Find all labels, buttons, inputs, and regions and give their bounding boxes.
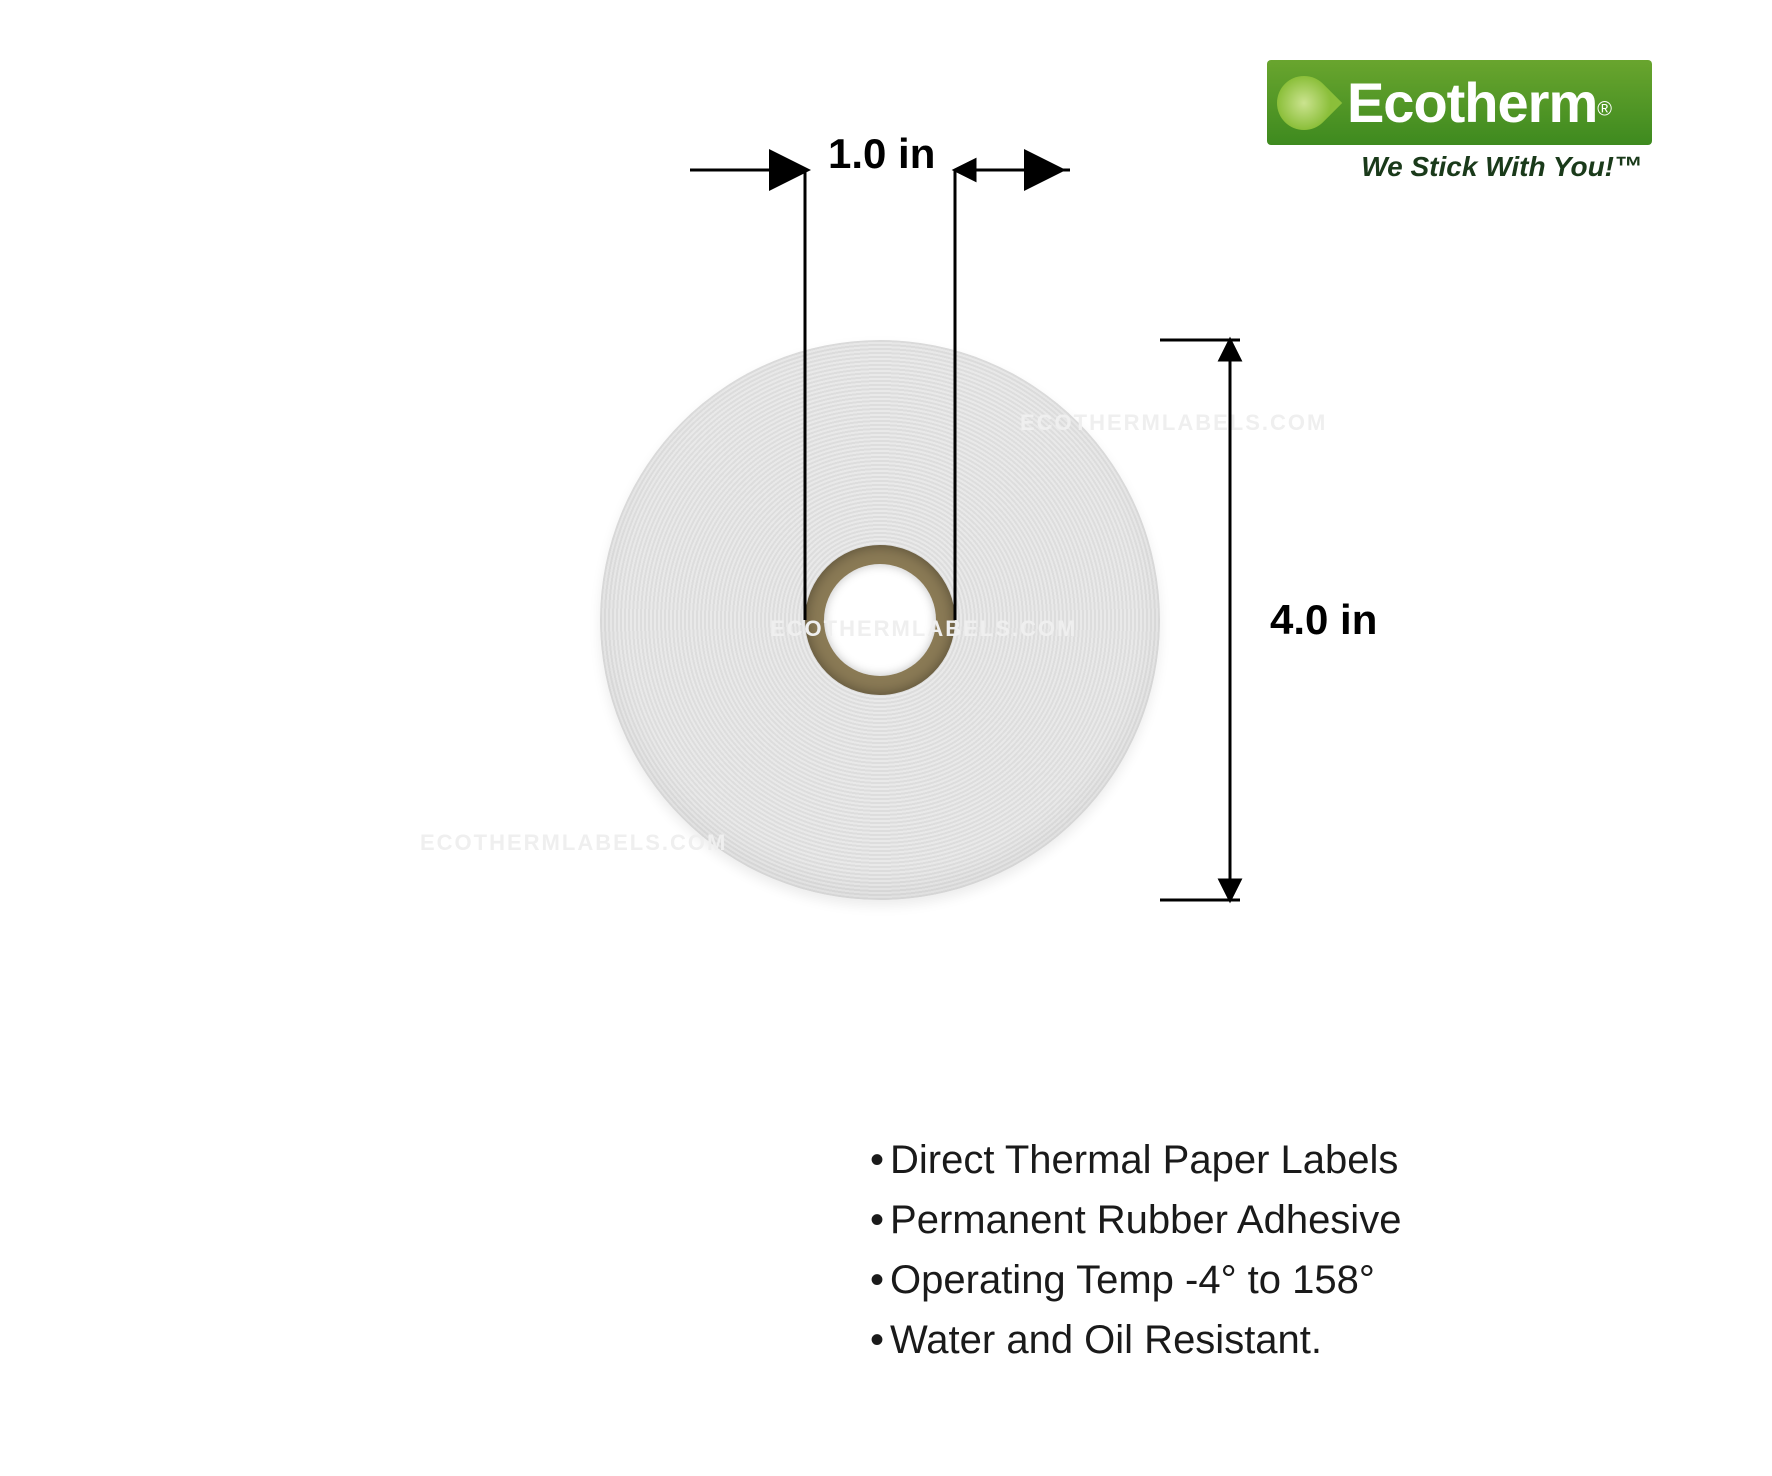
feature-item-1: •Direct Thermal Paper Labels xyxy=(870,1130,1401,1190)
feature-text-2: Permanent Rubber Adhesive xyxy=(890,1198,1401,1242)
registered-mark: ® xyxy=(1597,99,1612,121)
feature-item-2: •Permanent Rubber Adhesive xyxy=(870,1190,1401,1250)
feature-text-1: Direct Thermal Paper Labels xyxy=(890,1138,1398,1182)
watermark-1: ECOTHERMLABELS.COM xyxy=(1020,410,1327,436)
logo-banner: Ecotherm® xyxy=(1267,60,1652,145)
bullet-icon: • xyxy=(870,1258,884,1302)
feature-item-4: •Water and Oil Resistant. xyxy=(870,1310,1401,1370)
brand-name: Ecotherm xyxy=(1347,71,1597,134)
core-width-label: 1.0 in xyxy=(828,130,935,178)
product-spec-sheet: Ecotherm® We Stick With You!™ ECOTHERMLA… xyxy=(0,0,1772,1476)
bullet-icon: • xyxy=(870,1318,884,1362)
bullet-icon: • xyxy=(870,1138,884,1182)
brand-logo: Ecotherm® We Stick With You!™ xyxy=(1267,60,1652,183)
feature-text-3: Operating Temp -4° to 158° xyxy=(890,1258,1375,1302)
outer-diameter-label: 4.0 in xyxy=(1270,596,1377,644)
brand-tagline: We Stick With You!™ xyxy=(1361,151,1642,183)
feature-item-3: •Operating Temp -4° to 158° xyxy=(870,1250,1401,1310)
watermark-2: ECOTHERMLABELS.COM xyxy=(770,616,1077,642)
bullet-icon: • xyxy=(870,1198,884,1242)
feature-list: •Direct Thermal Paper Labels •Permanent … xyxy=(870,1130,1401,1370)
watermark-3: ECOTHERMLABELS.COM xyxy=(420,830,727,856)
feature-text-4: Water and Oil Resistant. xyxy=(890,1318,1322,1362)
